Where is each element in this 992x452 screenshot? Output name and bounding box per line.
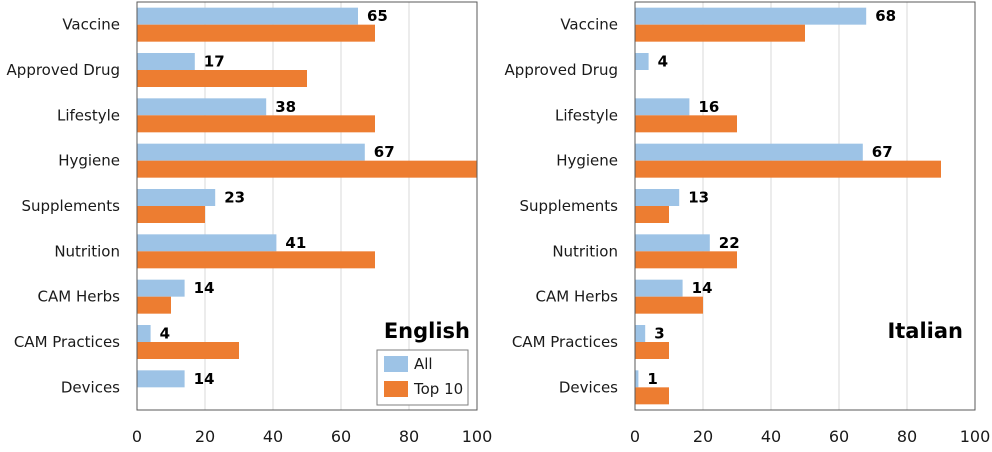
bar-top10: [137, 24, 375, 42]
data-label: 67: [872, 143, 893, 161]
category-label: CAM Practices: [512, 333, 618, 351]
bar-all: [137, 7, 358, 25]
legend-swatch: [384, 381, 408, 397]
data-label: 68: [875, 7, 896, 25]
category-label: Hygiene: [58, 152, 120, 170]
panel-title: Italian: [887, 319, 963, 343]
bar-all: [137, 234, 277, 252]
category-label: Devices: [559, 378, 618, 396]
bar-all: [635, 370, 639, 388]
legend-swatch: [384, 356, 408, 372]
x-tick-label: 0: [132, 427, 142, 446]
legend: All Top 10: [376, 349, 469, 406]
bar-top10: [137, 342, 239, 359]
data-label: 16: [698, 98, 719, 116]
chart-panel-english: 65 Vaccine 17 Approved Drug 38 Lifestyle 67 Hyg…: [7, 1, 493, 446]
data-label: 4: [160, 325, 170, 343]
bar-top10: [635, 251, 737, 269]
category-label: Vaccine: [560, 16, 618, 34]
data-label: 13: [688, 189, 709, 207]
x-tick-label: 60: [829, 427, 849, 446]
category-label: CAM Herbs: [536, 288, 619, 306]
bar-all: [137, 53, 195, 70]
bar-top10: [635, 24, 805, 42]
data-label: 3: [654, 325, 664, 343]
plot-frame: [634, 1, 976, 411]
data-label: 14: [692, 279, 713, 297]
data-label: 41: [285, 234, 306, 252]
category-label: Approved Drug: [7, 61, 120, 79]
bar-all: [137, 279, 185, 297]
data-label: 23: [224, 189, 245, 207]
category-label: Approved Drug: [505, 61, 618, 79]
bar-all: [635, 279, 683, 297]
x-tick-label: 40: [263, 427, 283, 446]
bar-all: [137, 325, 151, 342]
x-tick-label: 60: [331, 427, 351, 446]
legend-label: All: [414, 355, 433, 373]
x-tick-label: 80: [897, 427, 917, 446]
x-tick-label: 20: [693, 427, 713, 446]
bar-top10: [635, 115, 737, 133]
bar-top10: [137, 160, 477, 178]
category-label: Supplements: [519, 197, 618, 215]
bar-all: [137, 370, 185, 388]
data-label: 38: [275, 98, 296, 116]
data-label: 67: [374, 143, 395, 161]
bar-all: [635, 98, 690, 116]
x-tick-label: 40: [761, 427, 781, 446]
bar-all: [137, 98, 267, 116]
category-label: Hygiene: [556, 152, 618, 170]
category-label: CAM Practices: [14, 333, 120, 351]
data-label: 1: [647, 370, 657, 388]
category-label: Lifestyle: [555, 106, 618, 124]
bar-all: [635, 325, 646, 342]
legend-label: Top 10: [413, 380, 463, 398]
bar-top10: [137, 251, 375, 269]
category-label: Devices: [61, 378, 120, 396]
bar-top10: [635, 387, 669, 405]
bar-top10: [137, 296, 171, 314]
category-label: CAM Herbs: [38, 288, 121, 306]
data-label: 14: [194, 279, 215, 297]
plot-frame: [136, 1, 478, 411]
bar-top10: [137, 206, 205, 223]
category-label: Lifestyle: [57, 106, 120, 124]
bar-top10: [137, 115, 375, 133]
category-label: Nutrition: [552, 242, 618, 260]
category-label: Vaccine: [62, 16, 120, 34]
bar-all: [635, 143, 863, 161]
bar-all: [635, 7, 867, 25]
x-tick-label: 100: [960, 427, 991, 446]
bar-all: [137, 189, 216, 206]
category-label: Supplements: [21, 197, 120, 215]
bar-all: [137, 143, 365, 161]
bar-all: [635, 53, 649, 70]
x-tick-label: 100: [462, 427, 493, 446]
data-label: 22: [719, 234, 740, 252]
bar-top10: [635, 206, 669, 223]
bar-all: [635, 189, 680, 206]
category-label: Nutrition: [54, 242, 120, 260]
data-label: 4: [658, 53, 668, 71]
bar-top10: [635, 160, 941, 178]
bar-top10: [137, 70, 307, 87]
bar-top10: [635, 296, 703, 314]
data-label: 17: [204, 53, 225, 71]
x-tick-label: 20: [195, 427, 215, 446]
panel-title: English: [384, 319, 470, 343]
bar-all: [635, 234, 710, 252]
chart-panel-italian: 68 Vaccine 4 Approved Drug 16 Lifestyle 67 Hygi…: [505, 1, 991, 446]
data-label: 14: [194, 370, 215, 388]
bar-top10: [635, 342, 669, 359]
x-tick-label: 80: [399, 427, 419, 446]
x-tick-label: 0: [630, 427, 640, 446]
data-label: 65: [367, 7, 388, 25]
